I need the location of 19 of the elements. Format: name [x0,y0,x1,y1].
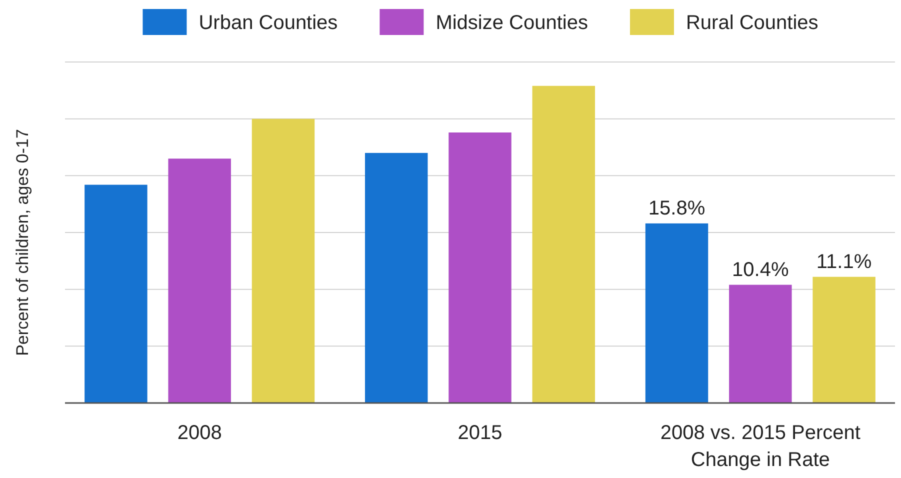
legend-label: Rural Counties [686,12,818,34]
bar [252,118,315,403]
y-axis-title: Percent of children, ages 0-17 [13,129,32,356]
bar [364,152,428,403]
bar [168,158,231,403]
bar [729,284,792,403]
bar [532,86,596,403]
bar [812,276,876,403]
x-tick-label: 2008 [177,422,222,444]
x-tick-label: 2008 vs. 2015 Percent Change in Rate [660,422,861,471]
data-label: 10.4% [732,258,789,281]
legend-label: Midsize Counties [436,12,588,34]
bar [645,223,708,403]
bar [84,184,148,403]
data-label: 11.1% [816,250,872,273]
data-label: 15.8% [648,197,706,220]
bar [448,132,512,403]
legend-label: Urban Counties [198,12,338,34]
x-tick-label: 2015 [458,422,502,444]
